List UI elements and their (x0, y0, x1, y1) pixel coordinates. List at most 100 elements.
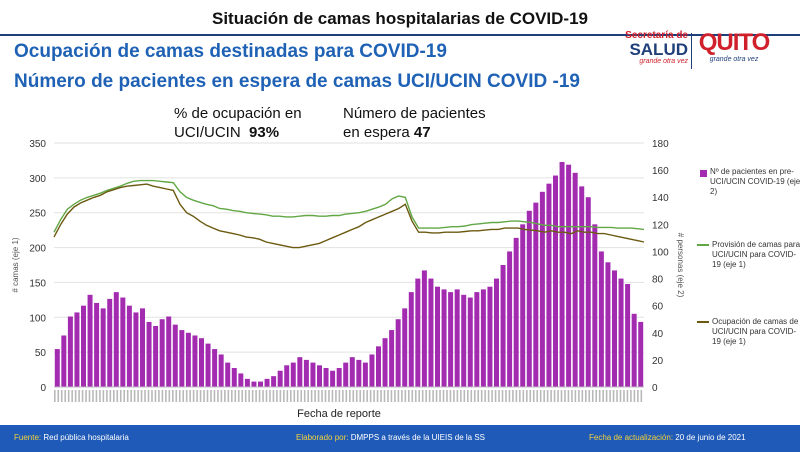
bar-pre-uci (172, 324, 178, 387)
bar-pre-uci (166, 316, 172, 387)
x-date-tick (161, 390, 164, 402)
x-date-tick (425, 390, 427, 402)
bar-pre-uci (271, 376, 277, 387)
x-date-tick (203, 390, 205, 402)
x-date-tick (328, 390, 330, 402)
y-left-tick-label: 150 (29, 278, 46, 289)
x-date-tick (64, 390, 67, 402)
bar-pre-uci (87, 294, 93, 387)
x-date-tick (158, 390, 160, 402)
x-date-tick (501, 390, 504, 402)
x-date-tick (557, 390, 559, 402)
x-date-tick (623, 390, 625, 402)
x-date-tick (508, 390, 511, 402)
x-date-tick (85, 390, 87, 402)
x-date-tick (95, 390, 98, 402)
bar-pre-uci (356, 359, 362, 387)
y-left-tick-label: 250 (29, 209, 46, 220)
x-date-tick (154, 390, 157, 402)
logo-divider (691, 33, 692, 69)
x-date-tick (366, 390, 368, 402)
x-date-tick (421, 390, 424, 402)
x-date-tick (543, 390, 545, 402)
x-date-tick (99, 390, 101, 402)
salud-logo: Secretaría de SALUD grande otra vez (616, 30, 688, 65)
footer-bar: Fuente: Red pública hospitalaria Elabora… (0, 425, 800, 452)
line-provision-camas (53, 179, 645, 233)
x-date-tick (106, 390, 108, 402)
x-date-tick (442, 390, 445, 402)
x-date-tick (237, 390, 240, 402)
bar-pre-uci (631, 313, 637, 387)
bar-pre-uci (251, 381, 257, 387)
ocupacion-value: 93% (249, 124, 280, 141)
bar-pre-uci (520, 224, 526, 387)
bar-pre-uci (579, 186, 585, 387)
y-right-tick-label: 80 (652, 275, 664, 286)
bar-pre-uci (100, 308, 106, 387)
bar-pre-uci (526, 210, 532, 387)
x-date-tick (522, 390, 525, 402)
x-date-tick (477, 390, 480, 402)
x-date-tick (526, 390, 528, 402)
x-date-tick (494, 390, 497, 402)
x-date-tick (231, 390, 233, 402)
x-date-tick (234, 390, 237, 402)
x-date-tick (262, 390, 264, 402)
bar-pre-uci (362, 362, 368, 387)
x-date-tick (498, 390, 500, 402)
bar-pre-uci (467, 297, 473, 387)
x-date-tick (342, 390, 344, 402)
bar-pre-uci (310, 362, 316, 387)
legend-swatch-ocupacion (697, 321, 709, 323)
bar-pre-uci (199, 338, 204, 387)
x-date-tick (151, 390, 153, 402)
bar-pre-uci (212, 349, 218, 387)
x-date-tick (387, 390, 389, 402)
y-right-tick-label: 160 (652, 166, 669, 177)
bar-pre-uci (421, 270, 427, 387)
x-date-tick (512, 390, 514, 402)
x-date-tick (74, 390, 77, 402)
x-date-tick (269, 390, 271, 402)
bar-pre-uci (218, 354, 224, 387)
x-date-tick (60, 390, 63, 402)
footer-fuente: Fuente: Red pública hospitalaria (14, 433, 129, 442)
bar-pre-uci (539, 191, 545, 387)
y-left-tick-label: 0 (40, 383, 46, 394)
x-date-tick (394, 390, 396, 402)
x-date-tick (560, 390, 563, 402)
bar-pre-uci (290, 362, 296, 387)
x-date-tick (144, 390, 146, 402)
x-date-tick (546, 390, 549, 402)
y-right-tick-label: 40 (652, 329, 664, 340)
bar-pre-uci (277, 370, 283, 387)
x-date-tick (480, 390, 483, 402)
bar-pre-uci (507, 251, 513, 387)
ocupacion-annotation-line1: % de ocupación en (174, 105, 302, 122)
x-date-tick (408, 390, 410, 402)
x-date-tick (515, 390, 518, 402)
quito-logo-text: QUITO (698, 29, 771, 56)
x-date-tick (54, 390, 56, 402)
x-date-tick (168, 390, 171, 402)
x-date-tick (227, 390, 230, 402)
y-right-tick-label: 100 (652, 247, 669, 258)
espera-annotation: Número de pacientes en espera 47 (343, 104, 543, 142)
x-date-tick (595, 390, 598, 402)
salud-logo-line2: SALUD (629, 40, 688, 59)
x-date-tick (276, 390, 278, 402)
x-date-tick (428, 390, 431, 402)
x-date-tick (487, 390, 490, 402)
bar-pre-uci (192, 335, 198, 387)
bar-pre-uci (559, 161, 565, 387)
x-date-tick (467, 390, 469, 402)
bar-pre-uci (81, 305, 86, 387)
x-date-tick (265, 390, 268, 402)
x-date-tick (185, 390, 188, 402)
x-date-tick (303, 390, 306, 402)
x-date-tick (491, 390, 493, 402)
bar-pre-uci (494, 278, 499, 387)
x-date-tick (255, 390, 257, 402)
x-date-tick (286, 390, 289, 402)
